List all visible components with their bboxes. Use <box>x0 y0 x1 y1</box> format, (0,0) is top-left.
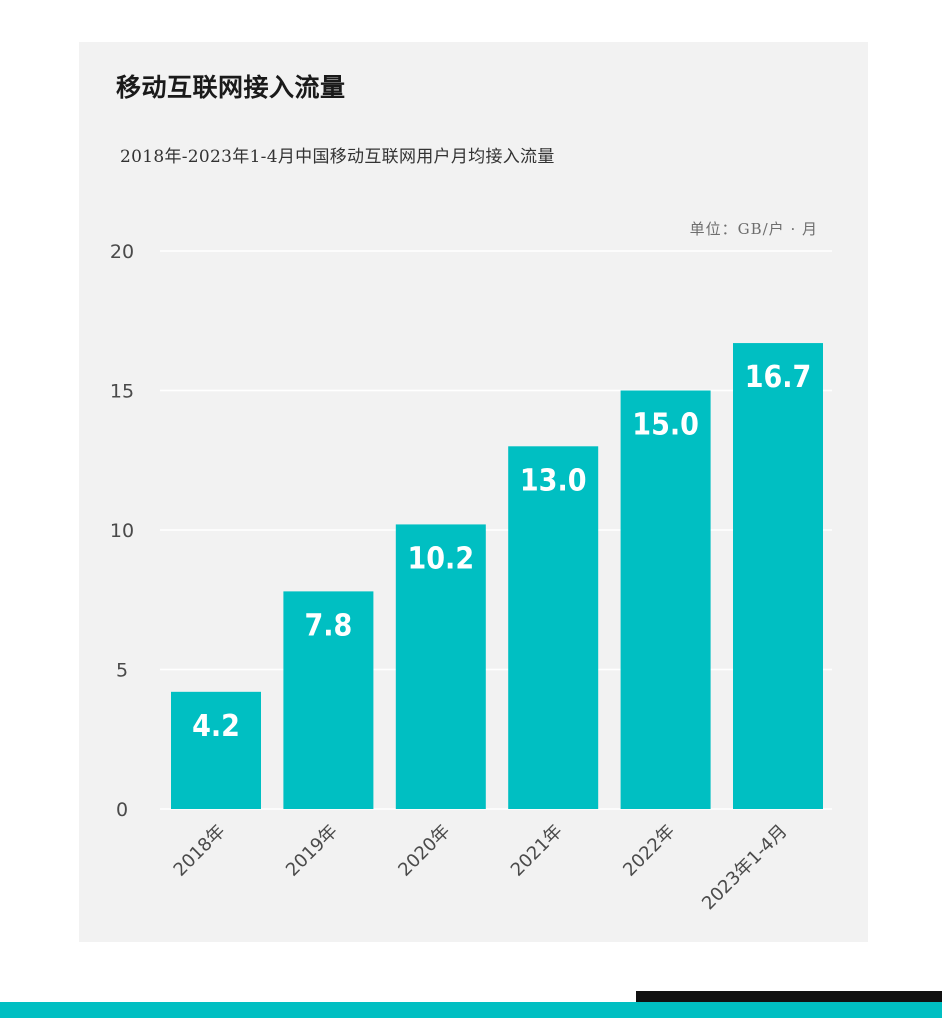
unit-label: 单位：GB/户 · 月 <box>689 220 818 238</box>
bar-0 <box>171 691 261 809</box>
bar-value-label: 16.7 <box>745 360 812 395</box>
chart-title: 移动互联网接入流量 <box>116 73 346 102</box>
x-tick-label: 2019年 <box>282 821 342 881</box>
y-tick-label: 0 <box>116 799 128 821</box>
footer-teal-bar <box>0 1002 942 1018</box>
x-tick-label: 2021年 <box>507 821 567 881</box>
y-axis-ticks: 0 5 10 15 20 <box>110 241 134 821</box>
bar-value-label: 4.2 <box>192 709 240 744</box>
bar-value-label: 15.0 <box>632 408 699 443</box>
y-tick-label: 10 <box>110 520 134 542</box>
bar-4 <box>620 390 711 809</box>
bar-value-label: 10.2 <box>408 541 475 576</box>
y-tick-label: 15 <box>110 381 134 403</box>
value-labels: 4.2 7.8 10.2 13.0 15.0 16.7 <box>192 360 811 744</box>
y-tick-label: 20 <box>110 241 134 263</box>
x-tick-label: 2022年 <box>619 821 679 881</box>
y-tick-label: 5 <box>116 660 128 682</box>
bar-value-label: 7.8 <box>304 608 352 643</box>
bars <box>171 343 823 809</box>
x-axis-ticks: 2018年 2019年 2020年 2021年 2022年 2023年1-4月 <box>170 821 792 914</box>
x-tick-label: 2018年 <box>170 821 230 881</box>
x-tick-label: 2023年1-4月 <box>698 821 791 914</box>
bar-1 <box>283 591 374 809</box>
chart-subtitle: 2018年-2023年1-4月中国移动互联网用户月均接入流量 <box>120 147 555 167</box>
bar-2 <box>395 524 486 809</box>
x-tick-label: 2020年 <box>394 821 454 881</box>
bar-5 <box>733 343 823 809</box>
grid-lines <box>160 250 832 810</box>
bar-value-label: 13.0 <box>520 463 587 498</box>
bar-3 <box>508 446 599 809</box>
footer-black-strip <box>636 991 942 1002</box>
